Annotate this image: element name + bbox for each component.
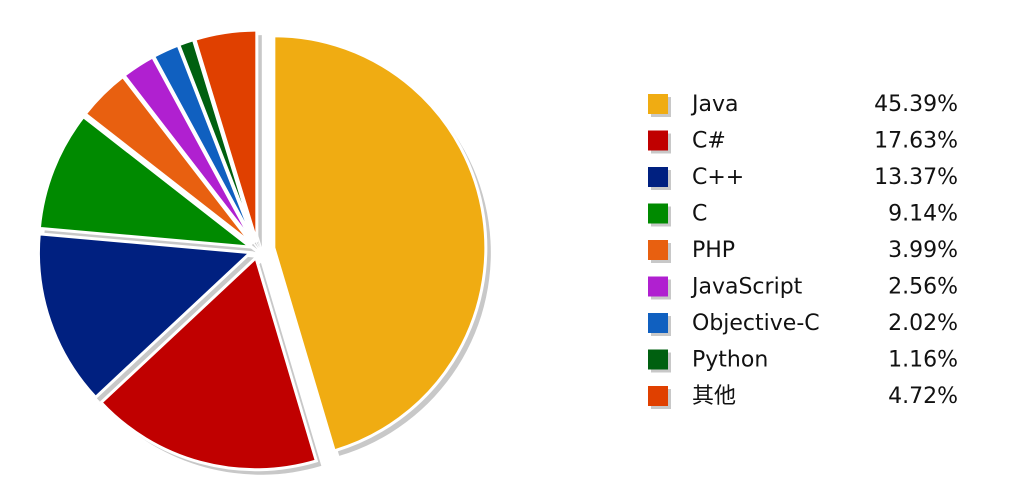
slice bbox=[83, 74, 254, 246]
legend-label: C bbox=[692, 202, 707, 227]
legend-swatch bbox=[648, 349, 668, 370]
legend-label: C# bbox=[692, 129, 726, 154]
legend-value: 3.99% bbox=[888, 238, 958, 263]
legend-value: 45.39% bbox=[874, 92, 958, 117]
legend-swatch bbox=[648, 313, 668, 333]
slice bbox=[272, 34, 488, 453]
legend-value: 4.72% bbox=[888, 384, 958, 409]
legend-swatch bbox=[648, 276, 668, 297]
legend-swatch bbox=[648, 203, 668, 224]
legend-label: JavaScript bbox=[690, 275, 803, 300]
legend-value: 1.16% bbox=[888, 348, 958, 373]
legend-swatch bbox=[648, 130, 668, 151]
legend-label: Python bbox=[692, 348, 768, 373]
legend-swatch bbox=[648, 386, 668, 406]
slice bbox=[36, 232, 254, 400]
legend-label: PHP bbox=[692, 238, 735, 263]
legend-value: 2.56% bbox=[888, 275, 958, 300]
slice bbox=[98, 254, 319, 472]
legend-value: 17.63% bbox=[874, 129, 958, 154]
legend-value: 9.14% bbox=[888, 202, 958, 227]
legend-value: 2.02% bbox=[888, 311, 958, 336]
legend-label: C++ bbox=[692, 165, 744, 190]
legend: Java 45.39% C# 17.63% C++ 13.37% C 9.14% PHP 3.99… bbox=[648, 92, 958, 409]
slice bbox=[37, 114, 256, 250]
legend-label: 其他 bbox=[692, 384, 736, 409]
slice bbox=[192, 28, 259, 243]
legend-label: Objective-C bbox=[692, 311, 820, 336]
slices bbox=[36, 28, 488, 472]
legend-value: 13.37% bbox=[874, 165, 958, 190]
legend-swatch bbox=[648, 94, 668, 114]
legend-swatch bbox=[648, 167, 668, 187]
legend-swatch bbox=[648, 240, 668, 260]
legend-label: Java bbox=[690, 92, 738, 117]
